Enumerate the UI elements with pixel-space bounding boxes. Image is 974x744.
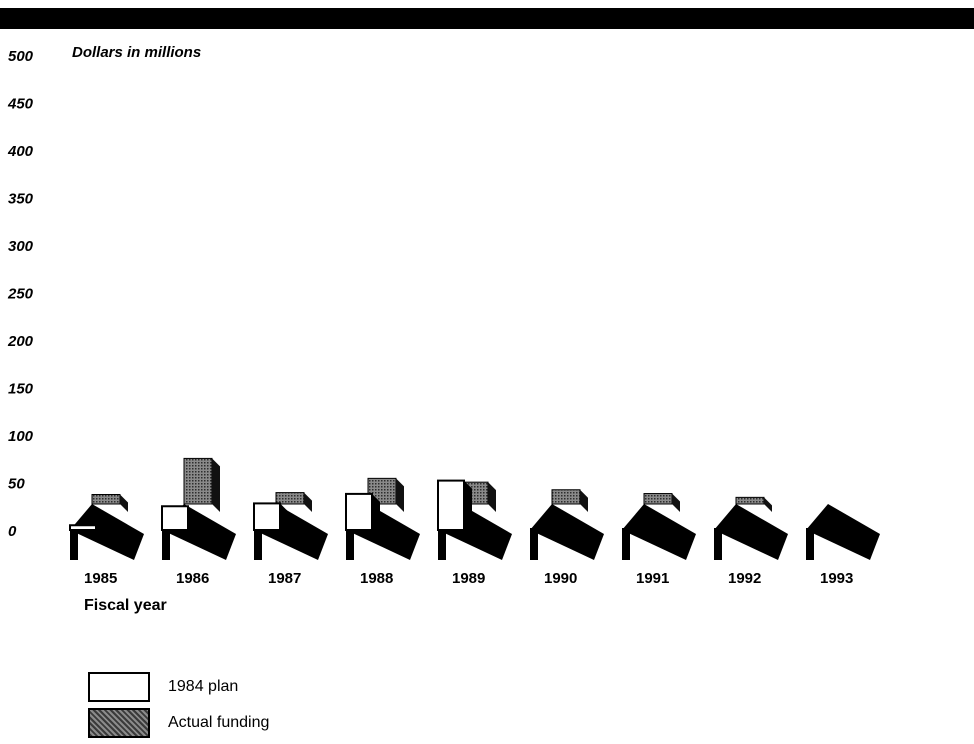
bar-actual-funding-side xyxy=(672,493,680,512)
y-tick-label: 200 xyxy=(7,333,34,350)
legend-label-plan: 1984 plan xyxy=(168,678,239,695)
y-tick-label: 300 xyxy=(8,238,34,255)
x-tick-label: 1992 xyxy=(728,570,761,587)
bar-base-edge xyxy=(346,528,354,560)
bar-base xyxy=(714,504,788,560)
x-tick-label: 1990 xyxy=(544,570,577,587)
bar-base-edge xyxy=(438,528,446,560)
x-tick-label: 1989 xyxy=(452,570,485,587)
bar-1984-plan xyxy=(161,505,189,531)
bar-group-1990 xyxy=(530,489,604,560)
legend-swatch-plan xyxy=(88,672,150,702)
bar-group-1988 xyxy=(345,477,420,560)
y-tick-label: 50 xyxy=(8,476,25,493)
bar-base-edge xyxy=(162,528,170,560)
bar-actual-funding xyxy=(735,496,765,505)
bar-actual-funding-side xyxy=(304,492,312,512)
y-tick-label: 100 xyxy=(8,428,34,445)
x-tick-label: 1993 xyxy=(820,570,853,587)
bar-1984-plan-side xyxy=(188,506,196,530)
x-tick-label: 1986 xyxy=(176,570,209,587)
bar-group-1985 xyxy=(69,494,144,560)
bar-actual-funding-side xyxy=(212,458,220,512)
bar-group-1991 xyxy=(622,493,696,560)
bar-1984-plan xyxy=(253,502,281,531)
bar-base xyxy=(530,504,604,560)
bar-actual-funding-side xyxy=(396,478,404,512)
y-tick-label: 0 xyxy=(8,523,17,540)
bar-actual-funding-side xyxy=(580,489,588,512)
bar-group-1992 xyxy=(714,496,788,560)
x-tick-label: 1988 xyxy=(360,570,393,587)
bar-group-1986 xyxy=(161,457,236,560)
bar-actual-funding-side xyxy=(120,494,128,512)
y-tick-label: 450 xyxy=(7,96,34,113)
bar-base-edge xyxy=(806,528,814,560)
y-tick-label: 500 xyxy=(8,48,34,65)
x-tick-label: 1991 xyxy=(636,570,669,587)
bar-base-edge xyxy=(714,528,722,560)
bar-1984-plan-side xyxy=(280,503,288,530)
bar-1984-plan-side xyxy=(464,480,472,530)
bar-base-edge xyxy=(530,528,538,560)
y-tick-label: 350 xyxy=(8,191,34,208)
y-tick-label: 250 xyxy=(7,286,34,303)
x-axis-label: Fiscal year xyxy=(84,597,167,614)
bar-1984-plan xyxy=(345,492,373,531)
bar-1984-plan xyxy=(69,524,97,531)
bar-base xyxy=(70,504,144,560)
bar-actual-funding xyxy=(275,492,305,505)
bar-actual-funding xyxy=(183,457,213,505)
y-tick-label: 400 xyxy=(7,143,34,160)
bar-group-1989 xyxy=(437,479,512,560)
bar-1984-plan-side xyxy=(372,493,380,530)
bar-1984-plan-side xyxy=(96,525,104,534)
bar-1984-plan xyxy=(437,479,465,532)
bar-actual-funding-side xyxy=(488,482,496,512)
bar-group-1987 xyxy=(253,492,328,560)
y-tick-label: 150 xyxy=(8,381,34,398)
x-tick-label: 1985 xyxy=(84,570,117,587)
bar-actual-funding xyxy=(643,493,673,505)
bar-actual-funding-side xyxy=(764,497,772,512)
x-tick-label: 1987 xyxy=(268,570,301,587)
top-rule-bar xyxy=(0,8,974,29)
bar-base xyxy=(622,504,696,560)
bar-base-edge xyxy=(254,528,262,560)
bar-actual-funding xyxy=(551,489,581,505)
bar-group-1993 xyxy=(806,504,880,560)
bar-base xyxy=(806,504,880,560)
legend-swatch-actual xyxy=(88,708,150,738)
y-axis-label: Dollars in millions xyxy=(72,44,201,61)
bar-base-edge xyxy=(70,528,78,560)
bar-actual-funding xyxy=(91,494,121,505)
legend-label-actual: Actual funding xyxy=(168,714,270,731)
bar-base-edge xyxy=(622,528,630,560)
